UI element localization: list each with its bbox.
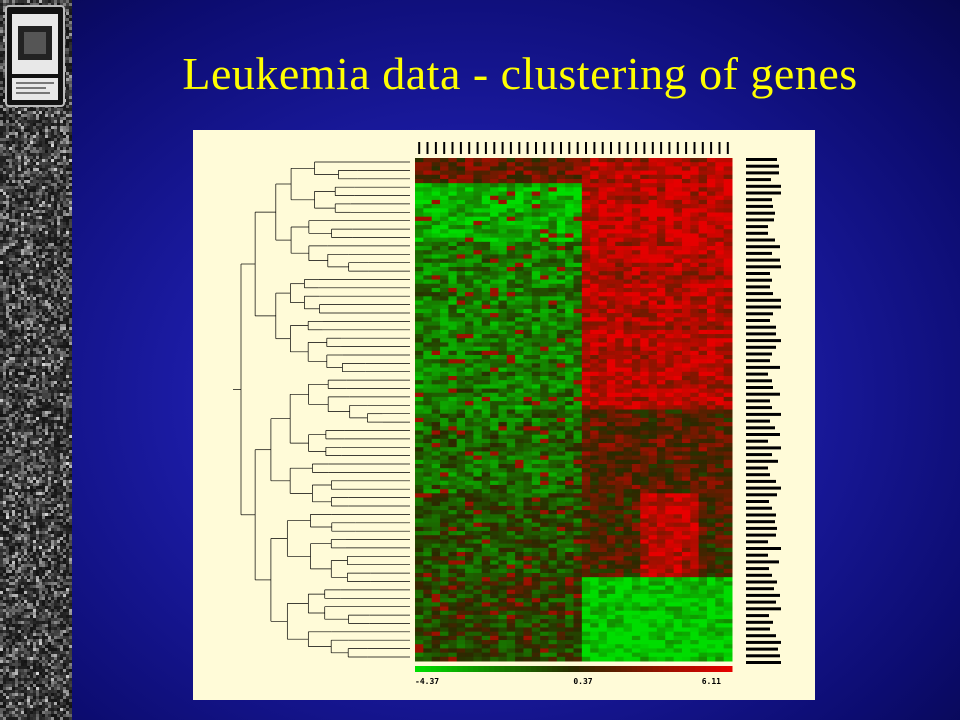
gene-dendrogram xyxy=(233,161,410,658)
colorbar-max-label: 6.11 xyxy=(702,677,721,686)
heatmap-cells xyxy=(415,158,733,662)
colorbar-mid-label: 0.37 xyxy=(573,677,592,686)
color-scale-bar xyxy=(415,666,733,672)
slide-title: Leukemia data - clustering of genes xyxy=(182,48,858,99)
memory-card-logo xyxy=(4,4,66,108)
sample-labels xyxy=(418,142,729,154)
heatmap-figure: -4.37 0.37 6.11 xyxy=(193,130,815,700)
gene-labels xyxy=(746,158,781,664)
colorbar-min-label: -4.37 xyxy=(415,677,439,686)
